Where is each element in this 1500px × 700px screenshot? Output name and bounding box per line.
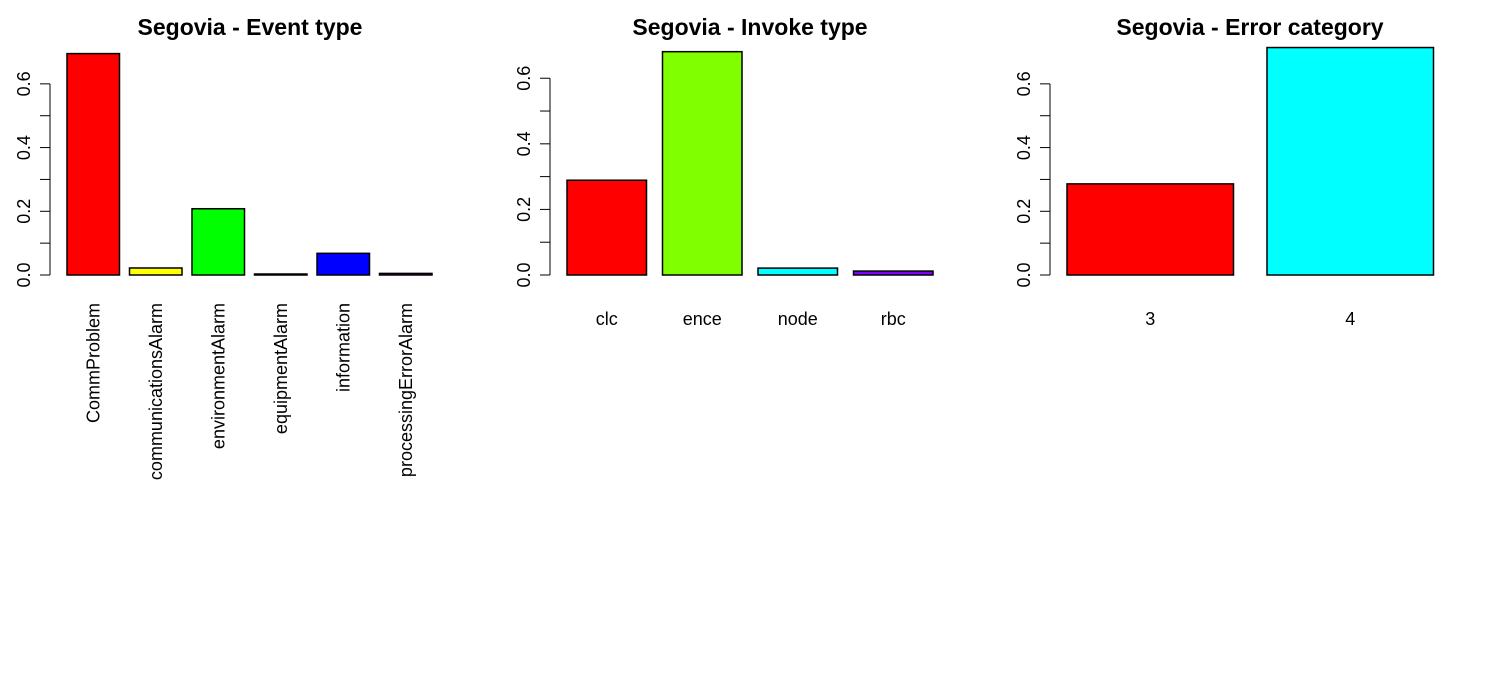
x-tick-label: rbc — [881, 309, 906, 329]
chart-error-category: Segovia - Error category 0.0 0.2 0.4 0.6 3 4 — [1014, 14, 1435, 329]
x-tick-label: processingErrorAlarm — [396, 303, 416, 477]
bar — [378, 272, 433, 276]
bar — [1066, 183, 1235, 276]
y-tick-label: 0.2 — [514, 197, 534, 222]
y-tick-label: 0.0 — [14, 262, 34, 287]
chart-title: Segovia - Invoke type — [632, 14, 867, 40]
chart-title: Segovia - Error category — [1116, 14, 1383, 40]
bar — [1266, 46, 1435, 276]
bar — [566, 179, 648, 276]
x-tick-label: 4 — [1345, 309, 1355, 329]
chart-event-type: Segovia - Event type 0.0 0.2 0.4 0.6 CommPro… — [14, 14, 433, 480]
y-tick-label: 0.6 — [1014, 71, 1034, 96]
bar — [128, 267, 183, 276]
x-tick-label: node — [778, 309, 818, 329]
bar — [316, 252, 371, 276]
chart-invoke-type: Segovia - Invoke type 0.0 0.2 0.4 0.6 clc enc… — [514, 14, 934, 329]
y-tick-label: 0.0 — [1014, 262, 1034, 287]
x-tick-label: clc — [596, 309, 618, 329]
y-tick-label: 0.2 — [14, 199, 34, 224]
y-tick-label: 0.0 — [514, 262, 534, 287]
bar — [852, 270, 934, 276]
y-tick-label: 0.2 — [1014, 199, 1034, 224]
bar — [191, 207, 246, 276]
x-tick-label: CommProblem — [83, 303, 103, 423]
y-tick-label: 0.4 — [14, 135, 34, 160]
x-tick-label: information — [333, 303, 353, 392]
y-tick-label: 0.4 — [514, 131, 534, 156]
bar — [66, 52, 121, 276]
x-tick-label: equipmentAlarm — [271, 303, 291, 434]
x-tick-label: 3 — [1145, 309, 1155, 329]
x-tick-label: communicationsAlarm — [146, 303, 166, 480]
chart-title: Segovia - Event type — [138, 14, 363, 40]
bar — [253, 273, 308, 276]
bar — [661, 50, 743, 276]
y-tick-label: 0.4 — [1014, 135, 1034, 160]
x-tick-label: ence — [683, 309, 722, 329]
bar — [757, 267, 839, 276]
x-tick-label: environmentAlarm — [208, 303, 228, 449]
y-tick-label: 0.6 — [14, 71, 34, 96]
y-tick-label: 0.6 — [514, 66, 534, 91]
